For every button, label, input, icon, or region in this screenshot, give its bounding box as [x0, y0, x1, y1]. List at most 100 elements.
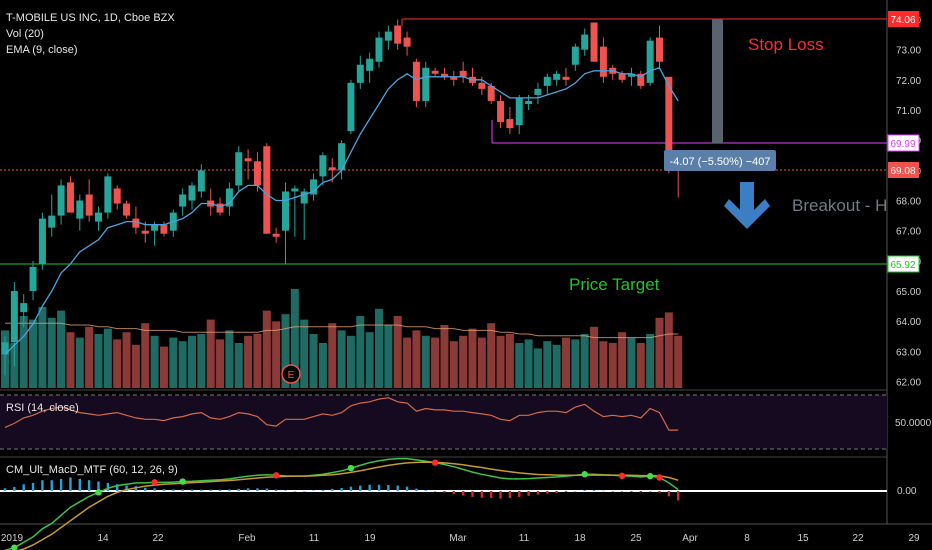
- macd-cross-dot: [151, 479, 158, 486]
- volume-bar: [253, 334, 262, 388]
- macd-histogram-bar: [677, 491, 680, 501]
- candle-body: [487, 85, 495, 101]
- volume-bar: [393, 316, 402, 388]
- volume-bar: [113, 339, 122, 388]
- macd-histogram-bar: [22, 484, 25, 491]
- volume-bar: [337, 330, 346, 388]
- volume-bar: [608, 343, 617, 388]
- macd-histogram-bar: [246, 488, 250, 491]
- macd-histogram-bar: [518, 491, 521, 497]
- candle-body: [10, 291, 18, 343]
- candle-body: [225, 188, 233, 207]
- macd-histogram-bar: [433, 491, 437, 492]
- candle-body: [665, 76, 673, 168]
- volume-bar: [234, 343, 243, 388]
- macd-histogram-bar: [499, 491, 502, 499]
- macd-cross-dot: [11, 544, 18, 550]
- candle-body: [85, 194, 93, 216]
- macd-histogram-bar: [31, 482, 35, 491]
- volume-bar: [477, 337, 486, 388]
- current-price-badge-text: 69.08: [890, 166, 915, 177]
- time-tick-label: 2019: [1, 533, 24, 544]
- price-target-badge-text: 65.92: [890, 260, 915, 271]
- macd-histogram-bar: [293, 491, 297, 492]
- candle-body: [571, 46, 579, 65]
- earnings-marker-label: E: [288, 370, 295, 381]
- ema-legend[interactable]: EMA (9, close): [6, 44, 78, 56]
- candle-body: [319, 155, 327, 177]
- macd-histogram-bar: [41, 480, 44, 491]
- candle-body: [338, 143, 346, 171]
- candle-body: [590, 22, 598, 62]
- macd-histogram-bar: [303, 491, 306, 492]
- macd-histogram-bar: [405, 486, 409, 491]
- macd-cross-dot: [656, 474, 663, 481]
- volume-legend[interactable]: Vol (20): [6, 28, 44, 40]
- volume-bar: [328, 323, 337, 388]
- candle-body: [459, 70, 467, 77]
- macd-histogram-bar: [340, 488, 343, 491]
- price-tick-label: 68.00: [896, 197, 921, 208]
- volume-bar: [141, 323, 150, 388]
- volume-ma-line: [5, 322, 679, 339]
- price-tick-label: 63.00: [896, 347, 921, 358]
- macd-histogram-bar: [461, 491, 465, 496]
- candle-body: [282, 191, 289, 231]
- candle-body: [151, 224, 159, 231]
- candle-body: [263, 146, 271, 234]
- candle-body: [403, 37, 411, 47]
- volume-bar: [29, 319, 38, 388]
- time-tick-label: 14: [97, 533, 109, 544]
- macd-cross-dot: [272, 472, 280, 479]
- candle-body: [356, 64, 364, 83]
- macd-histogram-bar: [181, 489, 184, 491]
- candle-body: [179, 194, 187, 207]
- candle-body: [478, 82, 486, 89]
- candle-body: [132, 218, 140, 228]
- volume-bar: [318, 343, 327, 388]
- macd-legend[interactable]: CM_Ult_MacD_MTF (60, 12, 26, 9): [6, 464, 178, 476]
- macd-histogram-bar: [125, 485, 128, 491]
- symbol-legend[interactable]: T-MOBILE US INC, 1D, Cboe BZX: [6, 12, 175, 24]
- macd-histogram-bar: [78, 478, 81, 491]
- volume-bar: [281, 314, 290, 388]
- breakout-down-arrow-icon: [724, 182, 770, 229]
- volume-bar: [159, 346, 168, 388]
- candle-body: [384, 31, 392, 41]
- earnings-marker-circle[interactable]: [281, 364, 301, 384]
- macd-histogram-bar: [452, 491, 455, 494]
- candle-body: [562, 76, 570, 80]
- volume-bar: [664, 312, 673, 388]
- candle-body: [440, 73, 448, 77]
- time-tick-label: 25: [630, 533, 642, 544]
- macd-histogram-bar: [536, 491, 540, 495]
- macd-histogram-bar: [13, 486, 16, 491]
- volume-bar: [431, 337, 440, 388]
- macd-histogram-bar: [59, 478, 63, 491]
- time-tick-label: 18: [574, 533, 586, 544]
- volume-bar: [94, 334, 103, 388]
- macd-histogram-bar: [321, 489, 325, 491]
- macd-histogram-bar: [237, 488, 240, 491]
- macd-histogram-bar: [564, 491, 568, 492]
- volume-bar: [244, 335, 253, 388]
- volume-bar: [571, 339, 580, 388]
- macd-histogram: [3, 477, 680, 501]
- volume-bar: [646, 334, 655, 388]
- candle-body: [66, 182, 74, 213]
- time-tick-label: 19: [364, 533, 376, 544]
- macd-histogram-bar: [648, 491, 652, 492]
- volume-bar: [47, 317, 56, 388]
- candle-body: [95, 212, 102, 222]
- volume-bar: [365, 332, 374, 388]
- time-tick-label: 11: [309, 533, 320, 544]
- rsi-legend[interactable]: RSI (14, close): [6, 402, 79, 414]
- volume-bar: [169, 337, 178, 388]
- macd-histogram-bar: [106, 482, 110, 491]
- price-tick-label: 73.00: [896, 46, 921, 57]
- volume-bar: [562, 337, 570, 388]
- macd-histogram-bar: [134, 486, 138, 491]
- candle-body: [637, 73, 645, 86]
- time-tick-label: 22: [852, 533, 864, 544]
